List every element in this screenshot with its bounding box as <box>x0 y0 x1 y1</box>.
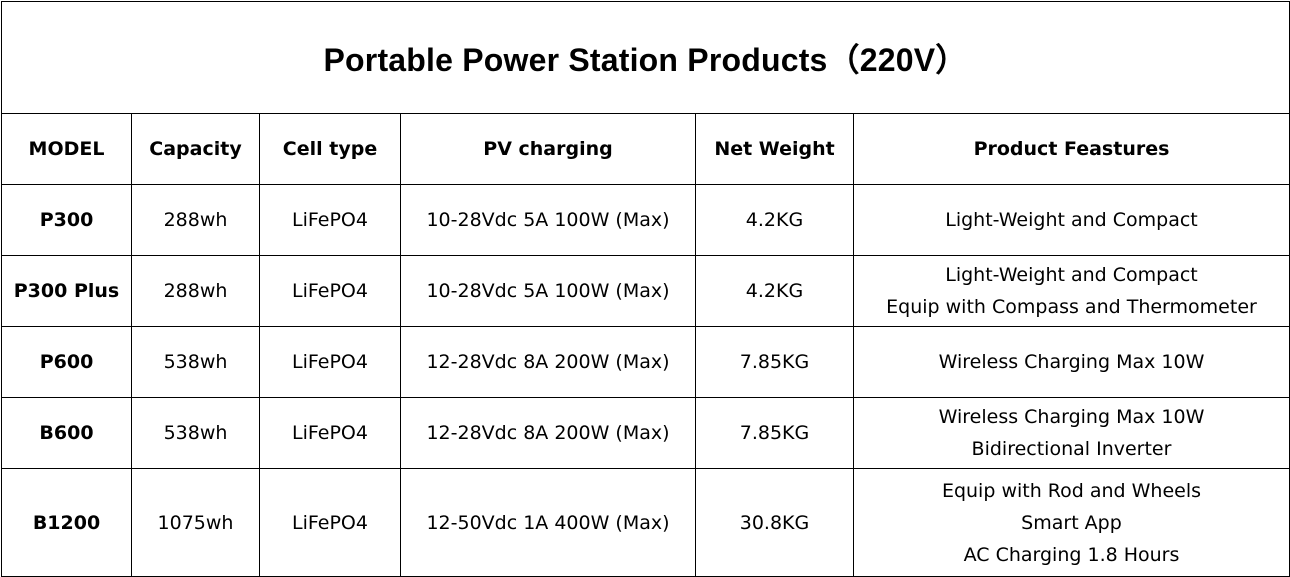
features-cell: Light-Weight and Compact Equip with Comp… <box>853 255 1290 327</box>
header-features: Product Feastures <box>853 113 1290 185</box>
capacity-cell: 1075wh <box>131 468 260 577</box>
net-weight-cell: 4.2KG <box>695 255 854 327</box>
capacity-cell: 538wh <box>131 326 260 398</box>
table-title: Portable Power Station Products（220V） <box>1 1 1290 114</box>
feature-line: Bidirectional Inverter <box>971 438 1172 460</box>
header-capacity: Capacity <box>131 113 260 185</box>
features-cell: Light-Weight and Compact <box>853 184 1290 256</box>
pv-charging-cell: 12-50Vdc 1A 400W (Max) <box>400 468 696 577</box>
header-net-weight: Net Weight <box>695 113 854 185</box>
features-cell: Wireless Charging Max 10W Bidirectional … <box>853 397 1290 469</box>
cell-type-cell: LiFePO4 <box>259 397 401 469</box>
features-cell: Wireless Charging Max 10W <box>853 326 1290 398</box>
feature-line: AC Charging 1.8 Hours <box>963 543 1180 566</box>
header-pv-charging: PV charging <box>400 113 696 185</box>
feature-line: Smart App <box>1021 511 1122 534</box>
cell-type-cell: LiFePO4 <box>259 184 401 256</box>
feature-line: Equip with Rod and Wheels <box>941 479 1202 502</box>
net-weight-cell: 4.2KG <box>695 184 854 256</box>
pv-charging-cell: 12-28Vdc 8A 200W (Max) <box>400 326 696 398</box>
model-cell: P600 <box>1 326 132 398</box>
feature-line: Wireless Charging Max 10W <box>938 406 1205 428</box>
cell-type-cell: LiFePO4 <box>259 326 401 398</box>
net-weight-cell: 7.85KG <box>695 326 854 398</box>
table-row: P300 288wh LiFePO4 10-28Vdc 5A 100W (Max… <box>1 184 1290 256</box>
feature-line: Light-Weight and Compact <box>945 264 1198 286</box>
feature-line: Wireless Charging Max 10W <box>938 351 1205 373</box>
table-row: P600 538wh LiFePO4 12-28Vdc 8A 200W (Max… <box>1 326 1290 398</box>
table-row: P300 Plus 288wh LiFePO4 10-28Vdc 5A 100W… <box>1 255 1290 327</box>
net-weight-cell: 7.85KG <box>695 397 854 469</box>
feature-line: Equip with Compass and Thermometer <box>886 296 1257 318</box>
pv-charging-cell: 10-28Vdc 5A 100W (Max) <box>400 184 696 256</box>
capacity-cell: 288wh <box>131 255 260 327</box>
cell-type-cell: LiFePO4 <box>259 468 401 577</box>
header-model: MODEL <box>1 113 132 185</box>
cell-type-cell: LiFePO4 <box>259 255 401 327</box>
header-row: MODEL Capacity Cell type PV charging Net… <box>1 113 1290 185</box>
features-cell: Equip with Rod and Wheels Smart App AC C… <box>853 468 1290 577</box>
pv-charging-cell: 10-28Vdc 5A 100W (Max) <box>400 255 696 327</box>
model-cell: B600 <box>1 397 132 469</box>
feature-line: Light-Weight and Compact <box>945 209 1198 231</box>
capacity-cell: 538wh <box>131 397 260 469</box>
model-cell: P300 Plus <box>1 255 132 327</box>
table-row: B1200 1075wh LiFePO4 12-50Vdc 1A 400W (M… <box>1 468 1290 577</box>
header-cell-type: Cell type <box>259 113 401 185</box>
capacity-cell: 288wh <box>131 184 260 256</box>
table-row: B600 538wh LiFePO4 12-28Vdc 8A 200W (Max… <box>1 397 1290 469</box>
model-cell: B1200 <box>1 468 132 577</box>
model-cell: P300 <box>1 184 132 256</box>
pv-charging-cell: 12-28Vdc 8A 200W (Max) <box>400 397 696 469</box>
net-weight-cell: 30.8KG <box>695 468 854 577</box>
